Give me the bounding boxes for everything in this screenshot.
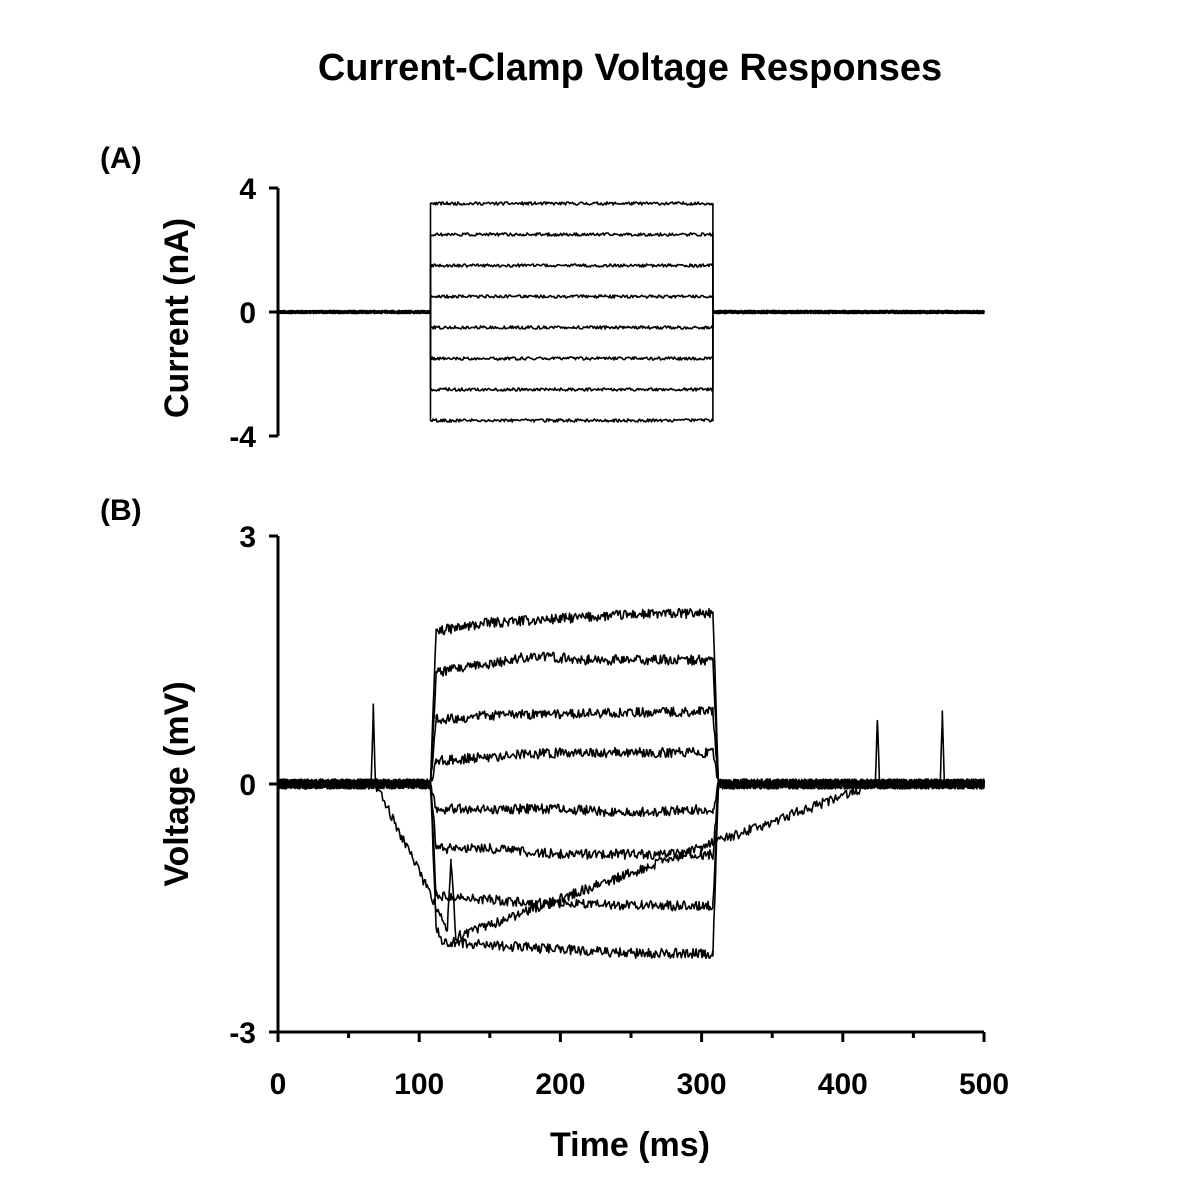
panel-b-x-tick-label: 0 (270, 1068, 287, 1101)
panel-b-x-tick-label: 400 (818, 1068, 868, 1101)
panel-b-x-tick-label: 200 (535, 1068, 585, 1101)
panel-a-trace-2 (277, 232, 985, 315)
panel-b-axes: 3 0 -3 0 100 200 300 400 500 (229, 521, 1009, 1101)
panel-a-y-tick-label: 0 (239, 297, 256, 330)
panel-a-label: (A) (100, 142, 142, 175)
panel-b-label: (B) (100, 494, 142, 527)
panel-a-y-axis-label: Current (nA) (158, 218, 196, 418)
panel-a-trace-6 (277, 309, 985, 361)
panel-a-trace-3 (277, 263, 985, 315)
panel-a-traces (277, 201, 985, 423)
chart-title: Current-Clamp Voltage Responses (318, 47, 942, 89)
panel-a: (A) Current (nA) 4 0 -4 (100, 142, 985, 454)
panel-b-x-tick-label: 100 (394, 1068, 444, 1101)
panel-b-trace-6 (277, 778, 985, 860)
panel-a-axes: 4 0 -4 (229, 173, 280, 454)
panel-a-y-tick-label: 4 (239, 173, 256, 206)
x-axis-label: Time (ms) (550, 1126, 710, 1164)
panel-b-y-tick-label: 3 (239, 521, 256, 554)
panel-b: (B) Voltage (mV) 3 0 -3 0 100 200 300 400 500 Ti… (100, 494, 1009, 1164)
panel-b-trace-9 (277, 703, 985, 942)
panel-b-x-tick-label: 500 (959, 1068, 1009, 1101)
panel-b-x-tick-label: 300 (677, 1068, 727, 1101)
panel-b-y-tick-label: 0 (239, 769, 256, 802)
panel-b-traces (277, 607, 985, 960)
panel-b-trace-7 (277, 778, 985, 912)
panel-a-trace-7 (277, 309, 985, 392)
panel-b-y-tick-label: -3 (229, 1017, 256, 1050)
panel-b-y-axis-label: Voltage (mV) (158, 681, 196, 886)
panel-a-y-tick-label: -4 (229, 421, 256, 454)
panel-a-trace-8 (277, 309, 985, 423)
panel-b-trace-8 (277, 778, 985, 960)
